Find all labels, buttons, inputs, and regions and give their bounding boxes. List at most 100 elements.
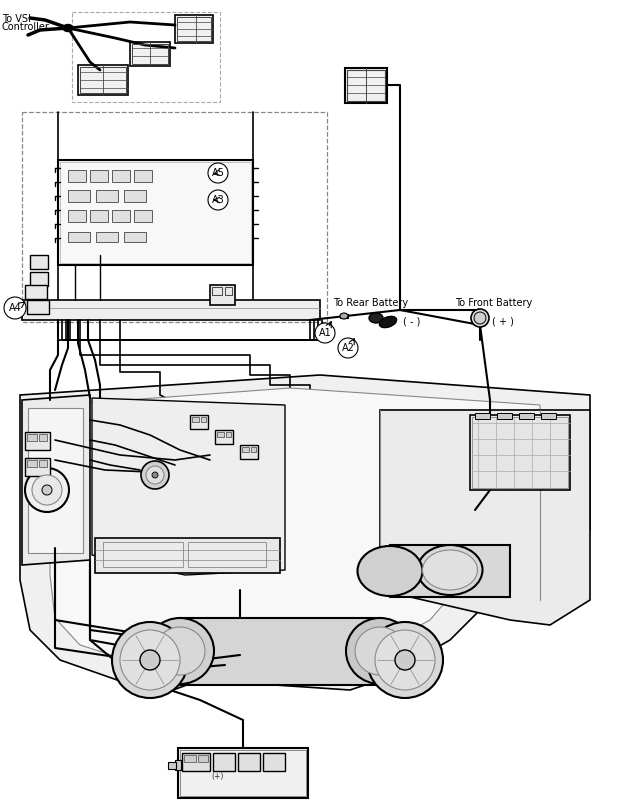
Bar: [238, 753, 260, 771]
Ellipse shape: [423, 550, 477, 590]
Polygon shape: [22, 395, 90, 565]
Bar: [68, 170, 86, 182]
Bar: [497, 413, 512, 419]
Bar: [30, 255, 48, 269]
Bar: [25, 285, 47, 299]
Bar: [124, 232, 146, 242]
Polygon shape: [22, 300, 320, 320]
Bar: [134, 170, 152, 182]
Polygon shape: [380, 410, 590, 625]
Circle shape: [208, 163, 228, 183]
Bar: [475, 413, 490, 419]
Bar: [60, 162, 251, 263]
Circle shape: [25, 468, 69, 512]
Bar: [68, 190, 90, 202]
Bar: [132, 44, 168, 64]
Bar: [39, 434, 47, 441]
Circle shape: [208, 190, 228, 210]
Bar: [215, 430, 233, 444]
Bar: [190, 415, 208, 429]
Bar: [184, 755, 196, 762]
Bar: [175, 15, 213, 43]
Bar: [201, 417, 206, 422]
Text: A5: A5: [211, 168, 225, 178]
Bar: [80, 67, 126, 93]
Bar: [175, 760, 181, 770]
Text: A3: A3: [211, 195, 225, 205]
Circle shape: [367, 622, 443, 698]
Bar: [25, 458, 50, 476]
Circle shape: [338, 338, 358, 358]
Bar: [180, 750, 306, 796]
Polygon shape: [50, 388, 540, 672]
Bar: [30, 272, 48, 286]
Text: ( - ): ( - ): [403, 316, 420, 326]
Circle shape: [112, 622, 188, 698]
Circle shape: [315, 323, 335, 343]
Circle shape: [140, 650, 160, 670]
Bar: [178, 748, 308, 798]
Bar: [390, 545, 510, 597]
Ellipse shape: [340, 313, 348, 319]
Bar: [168, 762, 176, 769]
Bar: [472, 417, 568, 488]
Ellipse shape: [155, 627, 205, 675]
Bar: [112, 170, 130, 182]
Bar: [470, 415, 570, 490]
Text: To VSI: To VSI: [2, 14, 31, 24]
Circle shape: [152, 472, 158, 478]
Bar: [217, 432, 224, 437]
Circle shape: [141, 461, 169, 489]
Bar: [263, 753, 285, 771]
Ellipse shape: [379, 317, 397, 327]
Circle shape: [375, 630, 435, 690]
Bar: [95, 538, 280, 573]
Bar: [210, 285, 235, 305]
Bar: [72, 12, 220, 102]
Bar: [225, 287, 232, 295]
Polygon shape: [180, 618, 380, 685]
Text: A4: A4: [9, 303, 21, 313]
Bar: [25, 432, 50, 450]
Bar: [100, 540, 270, 570]
Bar: [68, 232, 90, 242]
Text: (+): (+): [212, 772, 224, 781]
Ellipse shape: [146, 618, 214, 684]
Bar: [90, 170, 108, 182]
Bar: [68, 210, 86, 222]
Text: A1: A1: [319, 328, 331, 338]
Polygon shape: [20, 375, 590, 695]
Bar: [182, 753, 210, 771]
Bar: [27, 460, 37, 467]
Bar: [124, 190, 146, 202]
Bar: [58, 160, 253, 265]
Circle shape: [395, 650, 415, 670]
Bar: [251, 447, 256, 452]
Circle shape: [471, 309, 489, 327]
Bar: [519, 413, 534, 419]
Ellipse shape: [63, 24, 73, 31]
Circle shape: [474, 312, 486, 324]
Bar: [27, 300, 49, 314]
Ellipse shape: [418, 545, 482, 595]
Bar: [340, 314, 348, 318]
Bar: [96, 190, 118, 202]
Ellipse shape: [369, 313, 383, 323]
Bar: [28, 408, 83, 553]
Text: To Front Battery: To Front Battery: [455, 298, 532, 308]
Bar: [242, 447, 249, 452]
Text: ( + ): ( + ): [492, 316, 514, 326]
Ellipse shape: [355, 627, 405, 675]
Text: Controller: Controller: [2, 22, 50, 32]
Bar: [188, 542, 266, 567]
Bar: [90, 210, 108, 222]
Polygon shape: [92, 398, 285, 575]
Bar: [96, 232, 118, 242]
Bar: [22, 112, 327, 322]
Bar: [39, 460, 47, 467]
Bar: [212, 287, 222, 295]
Bar: [192, 417, 199, 422]
Circle shape: [32, 475, 62, 505]
Bar: [345, 68, 387, 103]
Text: A2: A2: [342, 343, 354, 353]
